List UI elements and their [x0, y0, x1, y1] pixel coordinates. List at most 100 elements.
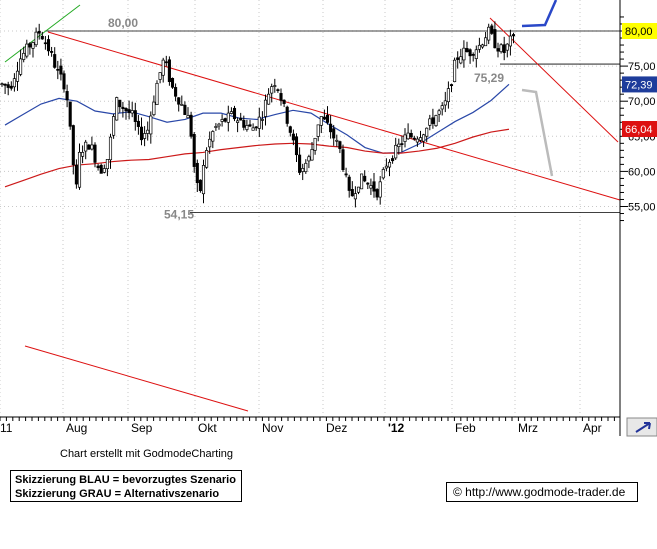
candle-body [434, 115, 438, 127]
candle-body [384, 165, 388, 169]
candle-body [43, 42, 47, 45]
candle-body [208, 138, 212, 148]
candle-body [282, 99, 286, 104]
grey-scenario-path [521, 88, 554, 177]
scroll-right-button[interactable] [626, 417, 657, 437]
legend-blue: Skizzierung BLAU = bevorzugtes Szenario [15, 474, 236, 486]
candle-body [226, 112, 230, 123]
candle-body [381, 169, 385, 179]
candle-body [360, 173, 364, 190]
candle-body [12, 78, 16, 88]
candle-body [316, 124, 320, 137]
candle-body [9, 85, 13, 89]
candle-body [96, 165, 100, 169]
candles [0, 21, 516, 208]
candle-body [0, 83, 4, 86]
candle-body [198, 179, 202, 191]
candle-body [115, 97, 119, 121]
candle-body [177, 97, 181, 105]
price-tag [622, 120, 657, 137]
candle-body [186, 115, 190, 119]
price-tag-label: 80,00 [625, 26, 653, 38]
candle-body [412, 137, 416, 140]
candle-body [74, 164, 78, 185]
legend-grey: Skizzierung GRAU = Alternativszenario [15, 488, 220, 500]
x-tick-label: Feb [455, 421, 476, 435]
blue-scenario-path [521, 0, 558, 28]
candle-body [6, 84, 10, 88]
candle-body [149, 115, 153, 135]
candle-body [192, 134, 196, 167]
candle-body [366, 182, 370, 185]
candle-body [229, 111, 233, 114]
candle-body [344, 173, 348, 176]
candle-body [496, 48, 500, 52]
x-tick-label: Aug [66, 421, 87, 435]
candle-body [102, 168, 106, 173]
candle-body [19, 58, 23, 75]
candle-body [164, 61, 168, 64]
candle-body [220, 119, 224, 122]
candle-body [301, 168, 305, 172]
candle-body [487, 26, 491, 41]
candle-body [50, 51, 54, 53]
candle-body [68, 101, 72, 127]
candle-body [310, 149, 314, 161]
candle-body [499, 44, 503, 53]
candle-body [201, 165, 206, 195]
candle-body [453, 59, 457, 83]
candle-body [449, 84, 454, 87]
candle-body [428, 118, 432, 126]
candle-body [105, 159, 109, 170]
candle-body [56, 68, 60, 71]
candle-body [329, 123, 333, 133]
candle-body [298, 154, 302, 173]
candle-body [127, 109, 131, 114]
scenario-sketches [521, 0, 558, 177]
candle-body [211, 131, 215, 142]
candle-body [263, 99, 268, 117]
candle-body [465, 48, 469, 53]
candle-body [158, 72, 162, 80]
x-tick-label: Nov [262, 421, 283, 435]
candle-body [468, 49, 472, 57]
candle-body [372, 181, 376, 192]
plot-area [0, 0, 620, 417]
candle-body [205, 150, 209, 168]
candle-body [387, 161, 392, 168]
candle-body [480, 44, 485, 48]
candle-body [490, 25, 494, 34]
candle-body [143, 133, 147, 139]
price-tag [622, 23, 657, 39]
x-tick-label: Okt [198, 421, 217, 435]
candle-body [46, 39, 51, 52]
source-url[interactable]: © http://www.godmode-trader.de [446, 482, 638, 502]
candle-body [195, 162, 199, 184]
price-tag-label: 72,39 [625, 79, 653, 91]
candle-body [440, 105, 444, 110]
candle-body [59, 65, 63, 75]
candle-body [267, 93, 271, 105]
price-tags: 80,00 72,39 66,04 [622, 23, 657, 137]
candle-body [347, 176, 351, 191]
candle-body [484, 37, 488, 47]
candle-body [313, 137, 317, 151]
candle-body [53, 54, 57, 68]
candle-body [90, 144, 94, 150]
candle-body [81, 152, 85, 157]
candle-body [121, 106, 125, 109]
candle-body [378, 181, 382, 198]
candle-body [34, 31, 38, 46]
chart-credit: Chart erstellt mit GodmodeCharting [60, 448, 234, 460]
candle-body [124, 108, 128, 112]
y-tick-label: 60,00 [628, 166, 656, 178]
candle-body [77, 151, 82, 188]
candle-body [276, 89, 280, 91]
candle-body [248, 124, 252, 127]
candle-body [477, 44, 481, 50]
candle-body [155, 82, 159, 105]
candle-body [493, 29, 497, 49]
candle-body [62, 73, 66, 90]
candle-body [341, 149, 345, 171]
